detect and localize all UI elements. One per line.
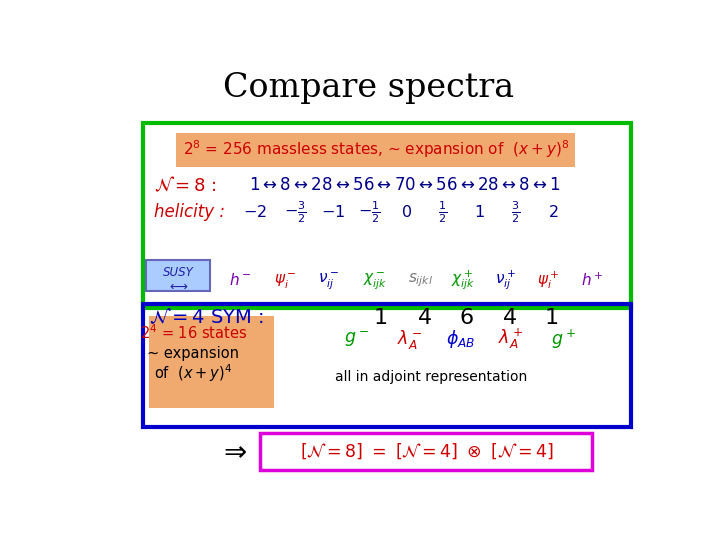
Text: $\Rightarrow$: $\Rightarrow$ xyxy=(217,437,247,465)
Text: $-1$: $-1$ xyxy=(320,205,345,220)
Text: $\nu_{ij}^+$: $\nu_{ij}^+$ xyxy=(495,268,516,292)
Text: SUSY: SUSY xyxy=(163,266,193,279)
Text: Compare spectra: Compare spectra xyxy=(223,72,515,104)
Text: $h^+$: $h^+$ xyxy=(581,272,603,289)
Text: $-\frac{1}{2}$: $-\frac{1}{2}$ xyxy=(358,199,380,225)
Text: $2^4$ = 16 states: $2^4$ = 16 states xyxy=(140,323,247,342)
Text: $\nu_{ij}^-$: $\nu_{ij}^-$ xyxy=(318,270,339,291)
Text: $g^+$: $g^+$ xyxy=(551,328,576,351)
Text: $\longleftrightarrow$: $\longleftrightarrow$ xyxy=(167,280,189,293)
Text: $[\mathcal{N}=8]\ =\ [\mathcal{N}=4]\ \otimes\ [\mathcal{N}=4]$: $[\mathcal{N}=8]\ =\ [\mathcal{N}=4]\ \o… xyxy=(300,442,553,461)
Text: 4: 4 xyxy=(418,308,432,328)
Text: $-\frac{3}{2}$: $-\frac{3}{2}$ xyxy=(284,199,307,225)
Text: $h^-$: $h^-$ xyxy=(229,272,252,288)
Text: $\psi_i^+$: $\psi_i^+$ xyxy=(537,269,560,291)
Text: $\psi_i^-$: $\psi_i^-$ xyxy=(274,271,297,289)
Text: $\frac{3}{2}$: $\frac{3}{2}$ xyxy=(510,199,520,225)
Text: $\mathcal{N}=4$ SYM :: $\mathcal{N}=4$ SYM : xyxy=(148,308,264,327)
Text: helicity :: helicity : xyxy=(154,204,225,221)
Text: $2^8$ = 256 massless states, ~ expansion of  $(x+y)^8$: $2^8$ = 256 massless states, ~ expansion… xyxy=(183,139,570,160)
Text: 1: 1 xyxy=(545,308,559,328)
Text: $-2$: $-2$ xyxy=(243,205,266,220)
Text: of  $(x+y)^4$: of $(x+y)^4$ xyxy=(154,362,233,384)
Text: $\frac{1}{2}$: $\frac{1}{2}$ xyxy=(438,199,447,225)
Text: $\chi_{ijk}^+$: $\chi_{ijk}^+$ xyxy=(451,268,474,292)
Text: $1{\leftrightarrow}8{\leftrightarrow}28{\leftrightarrow}56{\leftrightarrow}70{\l: $1{\leftrightarrow}8{\leftrightarrow}28{… xyxy=(249,177,561,194)
Text: $1$: $1$ xyxy=(474,205,485,220)
Text: $\chi_{ijk}^-$: $\chi_{ijk}^-$ xyxy=(362,270,387,291)
Text: $\lambda_A^+$: $\lambda_A^+$ xyxy=(498,327,524,352)
Text: 6: 6 xyxy=(459,308,474,328)
Bar xyxy=(176,133,575,167)
Text: ~ expansion: ~ expansion xyxy=(147,346,239,361)
Bar xyxy=(145,260,210,292)
Bar xyxy=(260,433,593,470)
Text: $\lambda_A^-$: $\lambda_A^-$ xyxy=(397,328,423,350)
Text: all in adjoint representation: all in adjoint representation xyxy=(336,370,528,384)
Bar xyxy=(143,304,631,427)
Text: 4: 4 xyxy=(503,308,517,328)
Text: $\phi_{AB}$: $\phi_{AB}$ xyxy=(446,328,476,350)
Text: $s_{ijkl}$: $s_{ijkl}$ xyxy=(408,272,433,289)
Text: 1: 1 xyxy=(373,308,387,328)
Bar xyxy=(143,123,631,308)
Text: $g^-$: $g^-$ xyxy=(344,329,369,349)
Text: $\mathcal{N}=8$ :: $\mathcal{N}=8$ : xyxy=(154,176,217,195)
Text: $2$: $2$ xyxy=(548,205,559,220)
Text: $0$: $0$ xyxy=(402,205,413,220)
Bar xyxy=(148,316,274,408)
